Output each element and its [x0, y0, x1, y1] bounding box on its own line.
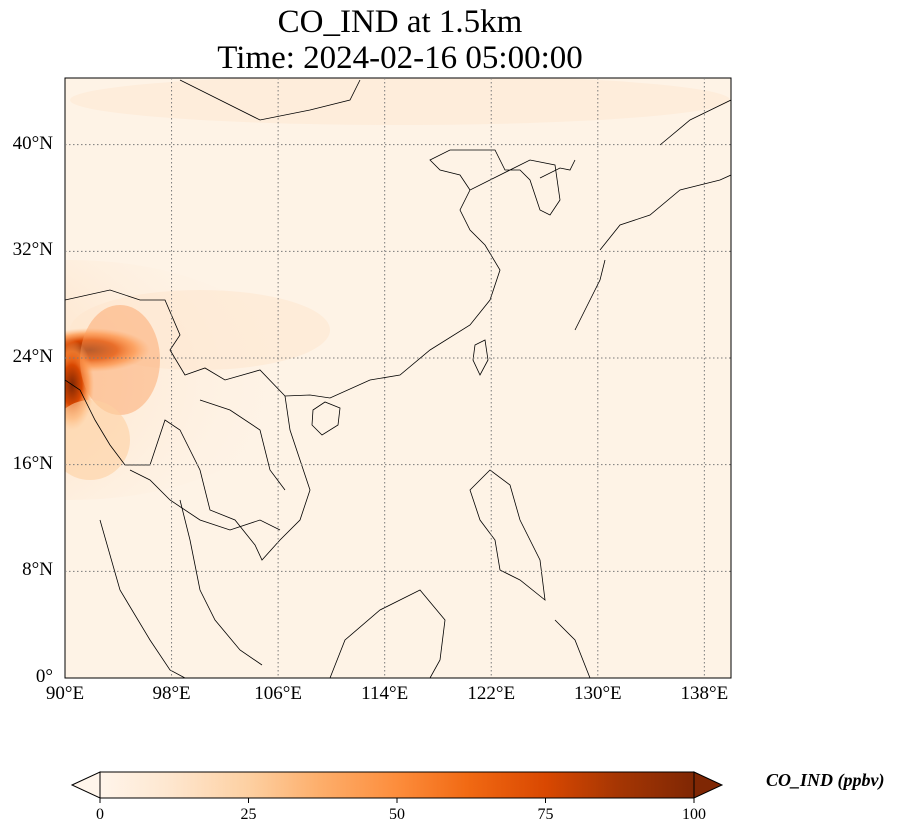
- graticule: [65, 78, 731, 678]
- colorbar-tick-label: 0: [96, 806, 104, 823]
- concentration-field: [65, 78, 731, 678]
- thailand-cambodia-border: [129, 469, 281, 531]
- lon-tick-label: 106°E: [254, 683, 302, 704]
- colorbar-tick-label: 75: [537, 806, 554, 823]
- lat-tick-label: 8°N: [22, 559, 53, 581]
- china-coast: [65, 149, 561, 399]
- lat-tick-label: 32°N: [12, 239, 53, 261]
- colorbar-tick-label: 100: [682, 806, 706, 823]
- map-title-line-2: Time: 2024-02-16 05:00:00: [217, 40, 583, 76]
- lat-tick-label: 24°N: [12, 346, 53, 367]
- korea-border: [539, 159, 576, 179]
- plume-south: [65, 400, 130, 480]
- lon-tick-label: 130°E: [573, 683, 622, 704]
- philippines: [469, 469, 546, 601]
- ryukyu-kyushu: [574, 259, 606, 331]
- map-title-line-1: CO_IND at 1.5km: [277, 4, 523, 40]
- colorbar-extend-low: [70, 771, 101, 799]
- malay-peninsula: [179, 499, 263, 666]
- map-frame: [64, 77, 732, 679]
- lat-tick-label: 0°: [35, 666, 53, 687]
- indochina-coast: [65, 379, 311, 561]
- lon-tick-label: 90°E: [45, 683, 85, 704]
- mongolia-border: [179, 79, 361, 121]
- hainan: [311, 401, 341, 436]
- colorbar-ticks: [99, 798, 695, 803]
- japan-honshu: [599, 174, 731, 251]
- colorbar-tick-label: 50: [389, 806, 405, 823]
- colorbar-tick-label: 25: [240, 806, 257, 823]
- lat-tick-label: 16°N: [12, 452, 53, 474]
- lon-tick-label: 122°E: [467, 683, 516, 704]
- lon-tick-label: 138°E: [680, 683, 729, 704]
- sulawesi: [554, 619, 591, 678]
- lon-tick-label: 114°E: [361, 683, 409, 704]
- borneo: [329, 589, 446, 678]
- colorbar: [70, 771, 724, 803]
- sumatra: [99, 519, 186, 678]
- lat-tick-label: 40°N: [12, 132, 53, 154]
- plume-north-band: [70, 78, 730, 125]
- colorbar-bar: [99, 771, 695, 799]
- hotspot-halo: [80, 305, 160, 415]
- laos-border: [199, 399, 286, 491]
- coastlines: [65, 79, 731, 678]
- hokkaido-coast: [659, 99, 731, 146]
- lon-tick-label: 98°E: [152, 683, 191, 704]
- colorbar-extend-high: [693, 771, 724, 799]
- colorbar-label: CO_IND (ppbv): [766, 770, 885, 790]
